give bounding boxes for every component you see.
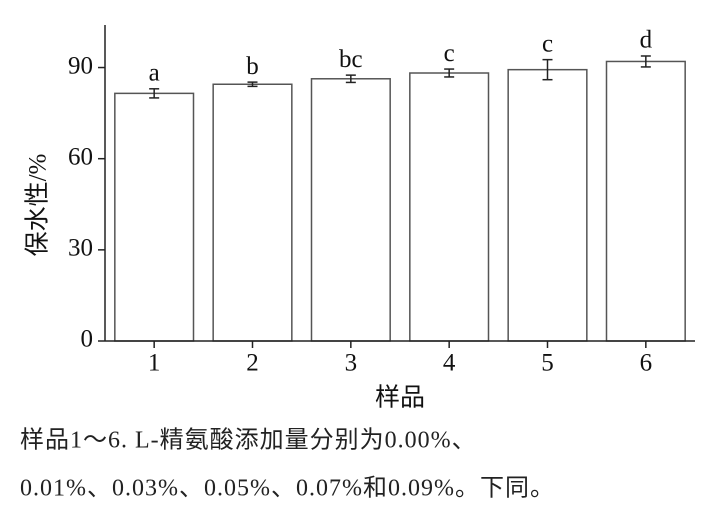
y-tick-label: 60 [68, 143, 93, 170]
y-tick-label: 90 [68, 52, 93, 79]
caption-line: 样品1～6. L-精氨酸添加量分别为0.00%、 [20, 427, 477, 454]
x-axis-label: 样品 [375, 384, 425, 412]
bar [409, 72, 490, 342]
error-bar [345, 74, 356, 84]
bar [605, 60, 686, 342]
bar [212, 83, 293, 342]
error-bar [542, 58, 553, 81]
y-axis-label: 保水性/% [24, 154, 52, 257]
caption-line: 0.01%、0.03%、0.05%、0.07%和0.09%。下同。 [20, 475, 555, 502]
significance-letter: c [542, 30, 553, 57]
significance-letter: d [640, 27, 653, 54]
x-tick-label: 3 [345, 350, 358, 377]
error-bar [149, 88, 160, 99]
significance-letter: c [444, 40, 455, 67]
error-bar [640, 55, 651, 68]
significance-letter: bc [339, 46, 363, 73]
significance-letter: b [246, 53, 259, 80]
bar [114, 92, 195, 342]
error-bar [247, 81, 258, 88]
x-tick-label: 1 [148, 350, 161, 377]
bar [507, 68, 588, 342]
x-tick-label: 4 [443, 350, 456, 377]
x-tick-label: 2 [246, 350, 259, 377]
x-tick-label: 6 [640, 350, 653, 377]
significance-letter: a [149, 60, 160, 87]
x-tick-label: 5 [541, 350, 554, 377]
bar [310, 78, 391, 342]
y-tick-label: 0 [81, 326, 94, 353]
y-tick-label: 30 [68, 235, 93, 262]
error-bar [444, 68, 455, 78]
